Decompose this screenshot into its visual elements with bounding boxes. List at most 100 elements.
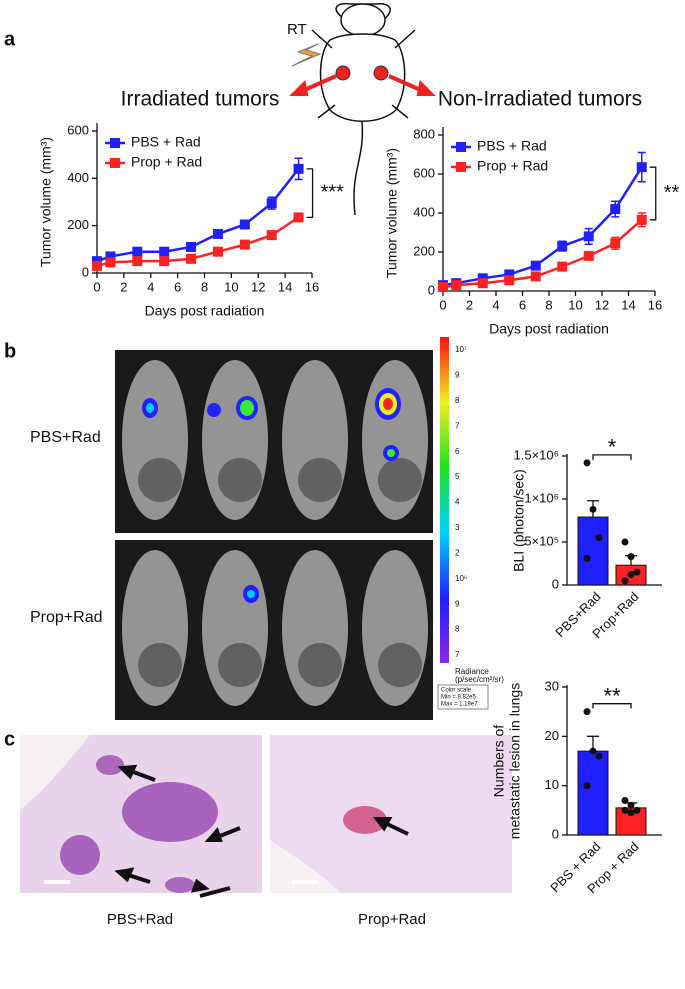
marker	[239, 239, 250, 250]
x-tick-label: 6	[519, 297, 526, 312]
colorbar-box-text: Color scale	[441, 688, 472, 694]
colorbar-label: 6	[455, 447, 460, 456]
colorbar-label: 10⁶	[455, 574, 467, 583]
x-tick-label: 16	[305, 279, 319, 294]
y-axis-label: metastatic lesion in lungs	[507, 683, 523, 839]
y-axis-label: Numbers of	[491, 725, 507, 797]
legend-label: PBS + Rad	[131, 134, 201, 150]
data-point	[627, 553, 635, 561]
chart-title: Irradiated tumors	[121, 88, 280, 111]
marker	[105, 257, 116, 268]
y-axis-label: BLI (photon/sec)	[511, 469, 527, 572]
marker	[583, 231, 594, 242]
y-axis-label: Tumor volume (mm³)	[384, 148, 400, 278]
colorbar-label: 3	[455, 523, 460, 532]
data-point	[583, 554, 591, 562]
tumor	[335, 65, 351, 81]
data-point	[627, 809, 635, 817]
bli-images	[115, 350, 433, 720]
lightning	[291, 43, 322, 67]
marker	[610, 238, 621, 249]
y-tick-label: 20	[545, 728, 559, 743]
marker	[105, 251, 116, 262]
y-tick-label: 30	[545, 678, 559, 693]
marker	[530, 271, 541, 282]
axis	[442, 127, 655, 292]
tumor	[373, 65, 389, 81]
colorbar-box	[437, 684, 489, 710]
significance-bracket	[306, 168, 314, 219]
x-tick-label: 8	[201, 279, 208, 294]
colorbar-label: 4	[455, 498, 460, 507]
marker	[504, 275, 515, 286]
marker	[159, 246, 170, 257]
significance-label: ***	[321, 181, 345, 203]
bar	[577, 516, 609, 586]
significance-label: **	[664, 182, 680, 204]
data-point	[589, 505, 597, 513]
significance-bracket	[592, 454, 632, 460]
marker	[132, 246, 143, 257]
data-point	[595, 534, 603, 542]
data-point	[633, 568, 641, 576]
colorbar-label: 7	[455, 421, 460, 430]
y-tick-label: 0	[428, 282, 435, 297]
marker	[636, 214, 647, 225]
colorbar	[440, 337, 449, 663]
bar	[577, 750, 609, 836]
y-tick-label: 400	[413, 204, 435, 219]
mouse-cartoon	[311, 2, 416, 216]
series-line	[96, 168, 300, 263]
y-tick-label: 600	[413, 165, 435, 180]
significance-label: **	[603, 683, 621, 708]
significance-bracket	[592, 703, 632, 709]
x-tick-label: 10	[224, 279, 238, 294]
y-tick-label: 200	[67, 217, 89, 232]
y-axis-label: Tumor volume (mm³)	[38, 137, 54, 267]
y-tick-label: 5×10⁵	[524, 533, 559, 548]
y-tick-label: 200	[413, 243, 435, 258]
marker	[438, 282, 448, 293]
colorbar-label: 9	[455, 599, 460, 608]
row-label: PBS+Rad	[30, 429, 101, 446]
colorbar-label: 5	[455, 472, 460, 481]
panel-label: b	[4, 340, 16, 362]
series-line	[442, 218, 643, 289]
legend-marker	[110, 138, 120, 148]
marker	[266, 230, 277, 241]
marker	[239, 219, 250, 230]
x-tick-label: 6	[174, 279, 181, 294]
colorbar-label: 7	[455, 650, 460, 659]
y-tick-label: 0	[552, 576, 559, 591]
x-axis-label: Days post radiation	[145, 303, 265, 319]
y-tick-label: 1.5×10⁶	[514, 447, 559, 462]
marker	[610, 204, 621, 215]
x-tick-label: 14	[278, 279, 292, 294]
marker	[557, 261, 568, 272]
marker	[530, 260, 541, 271]
image-caption: Prop+Rad	[358, 911, 426, 928]
y-tick-label: 800	[413, 126, 435, 141]
x-tick-label: 0	[93, 279, 100, 294]
colorbar-unit: Radiance	[455, 667, 489, 676]
y-tick-label: 1×10⁶	[524, 490, 559, 505]
significance-label: *	[608, 435, 617, 460]
x-axis-label: Days post radiation	[489, 321, 609, 337]
legend-marker	[456, 142, 466, 152]
y-tick-label: 0	[552, 826, 559, 841]
legend-label: Prop + Rad	[477, 158, 548, 174]
marker	[92, 260, 102, 271]
x-tick-label: 12	[251, 279, 265, 294]
arrow	[289, 74, 337, 96]
axis	[96, 123, 312, 274]
data-point	[627, 571, 635, 579]
y-tick-label: 0	[82, 264, 89, 279]
legend-marker	[110, 158, 120, 168]
marker	[451, 280, 462, 291]
legend-marker	[456, 162, 466, 172]
chart-title: Non-Irradiated tumors	[438, 88, 642, 111]
marker	[212, 246, 223, 257]
series-line	[96, 216, 300, 268]
colorbar-box-text: Min = 8.82e5	[441, 695, 477, 701]
